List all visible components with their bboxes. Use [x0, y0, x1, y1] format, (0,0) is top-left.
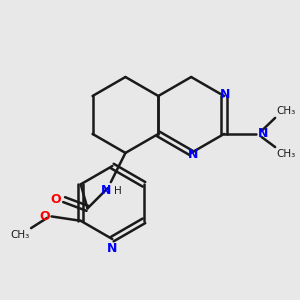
- Text: N: N: [100, 184, 111, 196]
- Text: N: N: [258, 128, 268, 140]
- Text: N: N: [220, 88, 231, 101]
- Text: N: N: [107, 242, 118, 255]
- Text: CH₃: CH₃: [277, 148, 296, 158]
- Text: CH₃: CH₃: [277, 106, 296, 116]
- Text: O: O: [51, 193, 61, 206]
- Text: O: O: [40, 210, 50, 223]
- Text: N: N: [188, 148, 198, 161]
- Text: H: H: [114, 187, 122, 196]
- Text: CH₃: CH₃: [11, 230, 30, 240]
